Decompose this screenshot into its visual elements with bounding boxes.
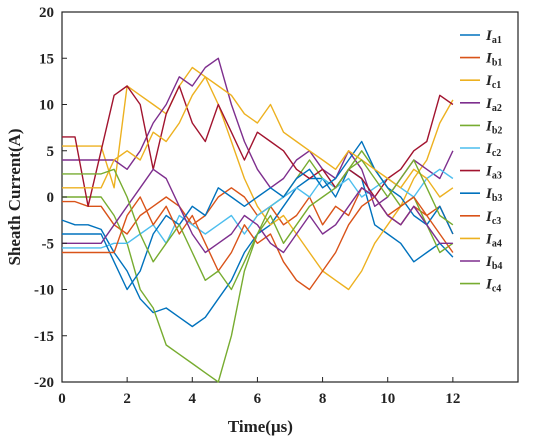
y-tick-label: -10 [34, 283, 54, 299]
series-group [61, 57, 454, 383]
y-tick-label: 0 [47, 190, 55, 206]
legend-label-subscript: c3 [492, 216, 501, 227]
y-tick-label: -5 [42, 236, 55, 252]
legend-label-ic2: Ic2 [485, 141, 501, 159]
legend-label-ic1: Ic1 [485, 73, 501, 91]
legend-label-ia2: Ia2 [485, 96, 502, 114]
legend-label-main: I [485, 96, 493, 112]
y-tick-label: 15 [39, 51, 54, 67]
legend-label-ib3: Ib3 [485, 186, 502, 204]
legend-label-subscript: c1 [492, 80, 501, 91]
legend-label-main: I [485, 73, 493, 89]
legend-label-ia1: Ia1 [485, 28, 502, 46]
x-axis-label: Time(μs) [228, 417, 293, 436]
legend-label-subscript: b4 [492, 261, 503, 272]
y-tick-label: 5 [47, 144, 55, 160]
y-tick-label: -20 [34, 375, 54, 391]
x-tick-label: 2 [123, 391, 131, 407]
legend-label-subscript: c2 [492, 148, 501, 159]
legend-label-subscript: c4 [492, 284, 501, 295]
legend-label-main: I [485, 118, 493, 134]
legend-label-main: I [485, 209, 493, 225]
x-axis-ticks: 0 2 4 6 8 10 12 [58, 377, 460, 407]
legend-label-main: I [485, 164, 493, 180]
legend-label-main: I [485, 51, 493, 67]
legend-label-ib4: Ib4 [485, 254, 502, 272]
legend-label-ia4: Ia4 [485, 231, 502, 249]
x-tick-label: 4 [189, 391, 197, 407]
legend-label-ic3: Ic3 [485, 209, 501, 227]
legend-label-ia3: Ia3 [485, 164, 502, 182]
legend-label-ib1: Ib1 [485, 51, 502, 69]
legend-label-main: I [485, 141, 493, 157]
legend-label-subscript: a1 [492, 35, 502, 46]
legend-label-main: I [485, 254, 493, 270]
x-tick-label: 0 [58, 391, 66, 407]
series-line-ia4 [62, 76, 454, 198]
legend-label-ib2: Ib2 [485, 118, 502, 136]
legend-label-main: I [485, 28, 493, 44]
y-tick-label: -15 [34, 329, 54, 345]
legend-label-subscript: a2 [492, 103, 502, 114]
legend-label-subscript: a4 [492, 238, 502, 249]
legend-label-subscript: b2 [492, 125, 503, 136]
y-axis-ticks: -20 -15 -10 -5 0 5 10 15 20 [34, 5, 67, 391]
legend-label-main: I [485, 186, 493, 202]
x-tick-label: 6 [254, 391, 262, 407]
legend-label-subscript: b1 [492, 58, 503, 69]
y-tick-label: 20 [39, 5, 54, 21]
x-tick-label: 12 [445, 391, 460, 407]
x-tick-label: 8 [319, 391, 327, 407]
series-line-ib3 [62, 140, 454, 291]
legend-label-main: I [485, 231, 493, 247]
legend-label-subscript: a3 [492, 171, 502, 182]
legend-label-main: I [485, 277, 493, 293]
y-tick-label: 10 [39, 98, 54, 114]
x-tick-label: 10 [380, 391, 395, 407]
legend-label-ic4: Ic4 [485, 277, 501, 295]
series-line-ib4 [62, 168, 453, 254]
series-line-ic4 [62, 159, 454, 291]
legend-label-subscript: b3 [492, 193, 503, 204]
plot-area [61, 11, 519, 383]
y-axis-label: Sheath Current(A) [5, 128, 24, 265]
